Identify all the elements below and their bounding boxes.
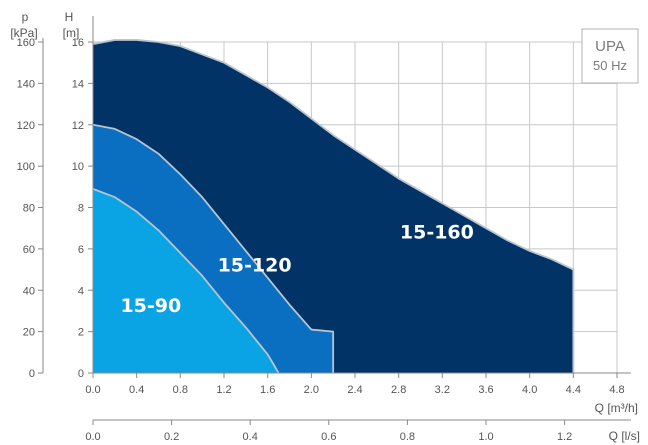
series-label-15-120: 15-120 bbox=[218, 255, 292, 277]
y-secondary-tick-label: 80 bbox=[23, 203, 35, 215]
x-primary-tick-label: 4.8 bbox=[609, 384, 624, 396]
x-primary-tick-label: 3.6 bbox=[478, 384, 493, 396]
x-primary-tick-label: 1.6 bbox=[260, 384, 275, 396]
series-label-15-160: 15-160 bbox=[400, 222, 474, 244]
series-label-15-90: 15-90 bbox=[120, 295, 181, 317]
x-secondary-tick-label: 0.8 bbox=[400, 431, 415, 443]
x-primary-tick-label: 2.8 bbox=[391, 384, 406, 396]
x-secondary-tick-label: 1.0 bbox=[478, 431, 493, 443]
y-secondary-axis-label-top: p bbox=[22, 10, 29, 24]
y-primary-tick-label: 0 bbox=[78, 368, 84, 380]
y-secondary-axis-label-unit: [kPa] bbox=[10, 26, 37, 40]
series-labels: 15-160 15-120 15-90 bbox=[120, 222, 473, 317]
series-areas bbox=[92, 39, 575, 374]
y-secondary-tick-label: 60 bbox=[23, 244, 35, 256]
x-primary-tick-label: 1.2 bbox=[216, 384, 231, 396]
legend-frequency: 50 Hz bbox=[593, 58, 627, 73]
y-primary-tick-label: 10 bbox=[72, 161, 84, 173]
y-secondary-tick-label: 160 bbox=[17, 37, 35, 49]
y-secondary-tick-label: 40 bbox=[23, 285, 35, 297]
y-primary-tick-label: 6 bbox=[78, 244, 84, 256]
x-primary-tick-label: 0.8 bbox=[173, 384, 188, 396]
x-primary-tick-label: 2.4 bbox=[347, 384, 362, 396]
y-primary-tick-label: 4 bbox=[78, 285, 84, 297]
y-secondary-tick-label: 0 bbox=[29, 368, 35, 380]
legend-title: UPA bbox=[595, 38, 625, 55]
y-primary-tick-label: 8 bbox=[78, 203, 84, 215]
x-primary-tick-label: 2.0 bbox=[304, 384, 319, 396]
legend-box: UPA 50 Hz bbox=[581, 28, 639, 84]
x-primary-axis-label: Q [m³/h] bbox=[595, 401, 638, 415]
series-area-15-90 bbox=[93, 188, 279, 373]
x-primary-tick-label: 3.2 bbox=[435, 384, 450, 396]
series-curve-15-160 bbox=[92, 39, 575, 373]
x-secondary-tick-label: 0.6 bbox=[321, 431, 336, 443]
x-primary-tick-label: 0.0 bbox=[85, 384, 100, 396]
y-primary-tick-label: 2 bbox=[78, 327, 84, 339]
y-primary-tick-label: 12 bbox=[72, 120, 84, 132]
x-secondary-axis-label: Q [l/s] bbox=[609, 429, 640, 443]
x-primary-tick-label: 4.4 bbox=[566, 384, 581, 396]
series-curve-15-90 bbox=[92, 188, 280, 374]
y-primary-axis-label-top: H bbox=[65, 10, 74, 24]
y-secondary-tick-label: 100 bbox=[17, 161, 35, 173]
x-secondary-tick-label: 0.2 bbox=[164, 431, 179, 443]
y-primary-tick-label: 14 bbox=[72, 78, 84, 90]
x-primary-tick-label: 0.4 bbox=[129, 384, 144, 396]
y-secondary-tick-label: 20 bbox=[23, 327, 35, 339]
y-primary-axis-label-unit: [m] bbox=[63, 26, 80, 40]
x-secondary-tick-label: 0.0 bbox=[85, 431, 100, 443]
x-secondary-tick-label: 1.2 bbox=[557, 431, 572, 443]
y-secondary-tick-label: 140 bbox=[17, 78, 35, 90]
legend-frame bbox=[581, 28, 639, 84]
series-curve-15-120 bbox=[92, 123, 335, 373]
y-primary-tick-label: 16 bbox=[72, 37, 84, 49]
x-primary-tick-label: 4.0 bbox=[522, 384, 537, 396]
y-secondary-tick-label: 120 bbox=[17, 120, 35, 132]
x-secondary-tick-label: 0.4 bbox=[243, 431, 258, 443]
